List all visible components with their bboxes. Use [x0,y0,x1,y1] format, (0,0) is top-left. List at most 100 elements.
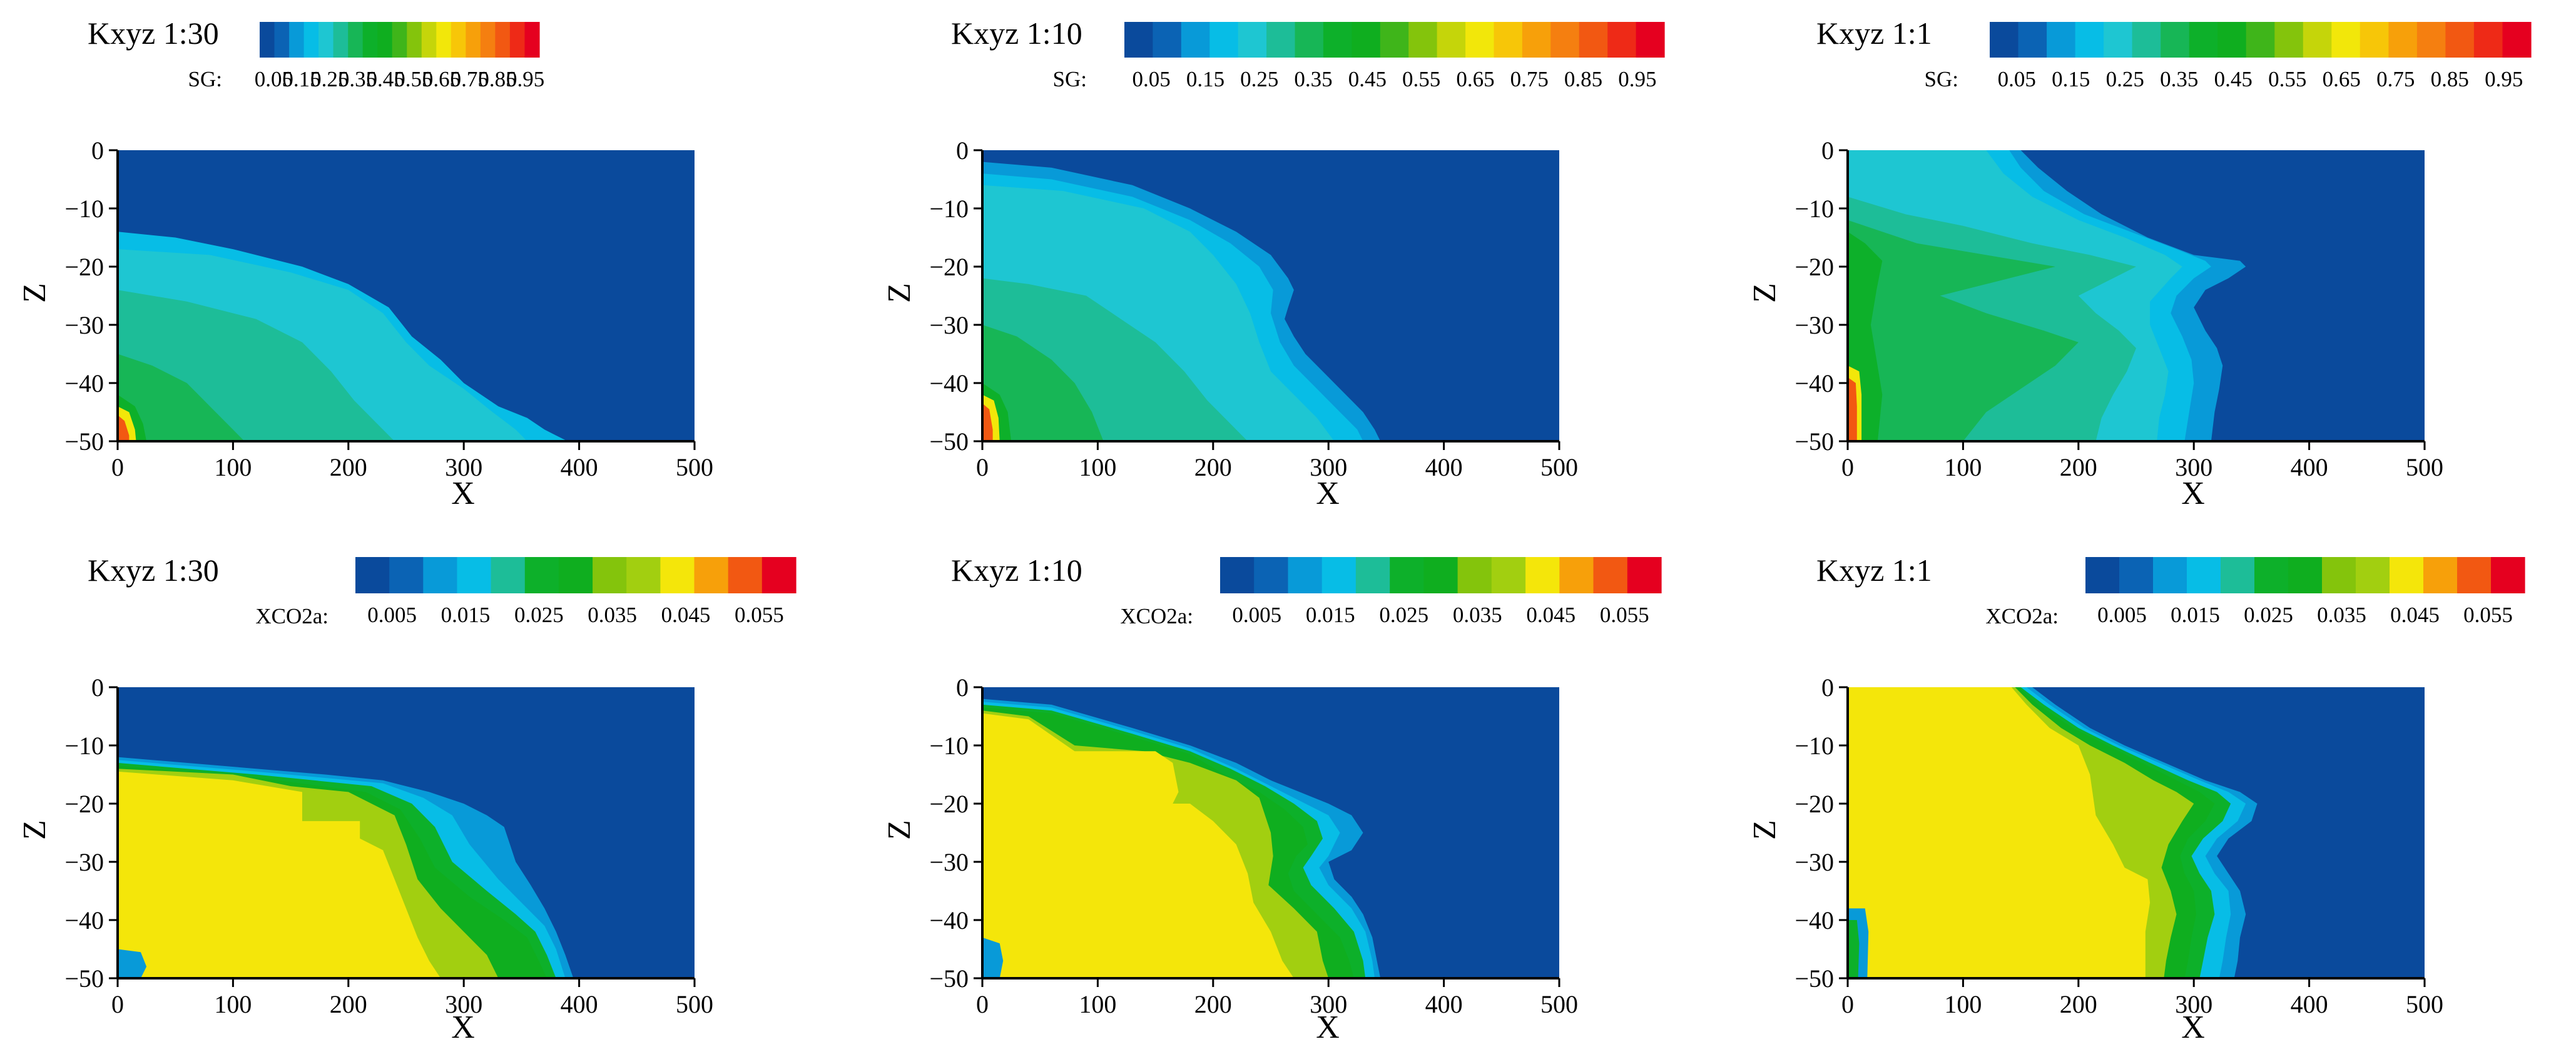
colorbar-tick-label: 0.55 [1402,67,1440,91]
panel-6: Kxyz 1:1 XCO2a: X Z 0 100 200 300 400 500 0 −10… [1747,553,2525,1045]
colorbar-swatch [1559,557,1594,593]
panel-title: Kxyz 1:30 [88,16,219,51]
colorbar-tick-label: 0.015 [1306,603,1355,627]
colorbar-tick-label: 0.35 [1294,67,1332,91]
y-tick-label: −40 [1795,906,1834,934]
y-tick-label: −30 [929,311,969,339]
x-tick-label: 200 [2060,990,2097,1018]
colorbar-swatch [761,557,797,593]
colorbar-swatch [2221,557,2255,593]
y-tick-label: −20 [1795,790,1834,818]
colorbar-swatch [2132,22,2161,58]
colorbar-swatch [1579,22,1608,58]
y-tick-label: −30 [64,311,104,339]
contour-region-5 [1848,687,2151,978]
x-tick-label: 500 [676,453,713,481]
y-axis-title: Z [882,283,917,303]
y-tick-label: −40 [929,369,969,397]
x-tick-label: 0 [111,453,124,481]
contour-region-4 [982,325,1104,441]
y-axis-title: Z [882,820,917,840]
contour-field [982,687,1559,978]
x-tick-label: 400 [1425,990,1463,1018]
x-tick-label: 100 [1944,453,1982,481]
colorbar-swatch [2388,22,2418,58]
panel-2: Kxyz 1:10 SG: X Z 0 100 200 300 400 500 0 −10 −2… [882,16,1665,511]
y-tick-label: −10 [1795,195,1834,223]
panel-title: Kxyz 1:10 [951,553,1082,588]
y-tick-label: −50 [1795,427,1834,456]
y-tick-label: −30 [1795,311,1834,339]
y-tick-label: 0 [91,136,104,165]
colorbar-swatch [524,22,540,58]
contour-region-7 [1848,920,1860,978]
colorbar-swatch [377,22,393,58]
colorbar-swatch [2303,22,2332,58]
contour-region-6 [118,415,130,441]
x-tick-label: 200 [1194,453,1232,481]
colorbar-swatch [348,22,364,58]
colorbar-swatch [1295,22,1324,58]
y-axis-title: Z [17,283,53,303]
colorbar-tick-label: 0.005 [367,603,417,627]
colorbar-tick-label: 0.25 [310,67,349,91]
colorbar-swatch [2274,22,2304,58]
y-tick-label: −50 [929,964,969,993]
colorbar-swatch [436,22,452,58]
colorbar-tick-label: 0.95 [2485,67,2523,91]
y-tick-label: −10 [929,732,969,760]
x-tick-label: 100 [214,453,252,481]
colorbar-swatch [1323,22,1352,58]
contour-field [118,687,695,978]
colorbar-label: SG: [188,67,222,91]
colorbar-swatch [1153,22,1182,58]
colorbar-swatch [1209,22,1239,58]
panel-1: Kxyz 1:30 SG: X Z 0 100 200 300 400 500 0 −10 −2… [17,16,713,511]
colorbar-swatch [1550,22,1580,58]
y-tick-label: 0 [956,673,969,702]
colorbar-swatch [2161,22,2190,58]
y-tick-label: 0 [91,673,104,702]
colorbar-tick-label: 0.65 [1456,67,1494,91]
y-tick-label: −40 [1795,369,1834,397]
x-tick-label: 0 [1841,453,1854,481]
x-tick-label: 0 [1841,990,1854,1018]
panel-title: Kxyz 1:1 [1816,553,1932,588]
colorbar-swatch [626,557,661,593]
y-tick-label: −20 [64,790,104,818]
colorbar-swatch [1636,22,1665,58]
contour-field [118,150,695,441]
colorbar-label: XCO2a: [1985,604,2059,628]
colorbar-swatch [660,557,695,593]
colorbar-tick-label: 0.15 [2052,67,2090,91]
colorbar-swatch [2502,22,2532,58]
colorbar-swatch [2153,557,2187,593]
colorbar-swatch [524,557,559,593]
colorbar-swatch [1457,557,1492,593]
colorbar-swatch [593,557,627,593]
colorbar-swatch [289,22,305,58]
y-axis-title: Z [17,820,53,840]
colorbar-swatch [2018,22,2047,58]
contour-field [1848,687,2425,978]
colorbar-swatch [2254,557,2289,593]
panel-title: Kxyz 1:10 [951,16,1082,51]
colorbar-tick-label: 0.35 [339,67,377,91]
colorbar-label: XCO2a: [255,604,328,628]
colorbar-swatch [423,557,458,593]
y-tick-label: −30 [64,848,104,876]
colorbar-tick-label: 0.15 [1186,67,1224,91]
colorbar-tick-label: 0.45 [1348,67,1387,91]
colorbar-swatch [389,557,424,593]
colorbar-swatch [1408,22,1438,58]
x-tick-label: 0 [111,990,124,1018]
colorbar-swatch [1465,22,1495,58]
colorbar-swatch [491,557,526,593]
y-tick-label: −30 [929,848,969,876]
colorbar-swatch [260,22,275,58]
colorbar-swatch [1390,557,1424,593]
x-tick-label: 200 [1194,990,1232,1018]
y-tick-label: −20 [1795,253,1834,281]
